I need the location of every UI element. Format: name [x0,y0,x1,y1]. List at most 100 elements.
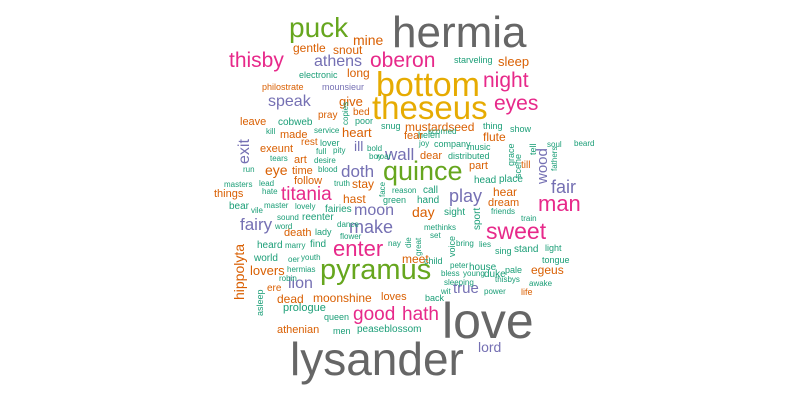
cloud-word-fairies: fairies [325,204,352,215]
cloud-word-made: made [280,129,308,141]
cloud-word-blood: blood [318,165,338,174]
cloud-word-beard: beard [574,139,595,148]
cloud-word-dead: dead [277,292,304,306]
cloud-word-moon: moon [354,202,395,219]
cloud-word-mounsieur: mounsieur [322,82,365,92]
cloud-word-mine: mine [353,32,384,48]
cloud-word-play: play [449,186,483,206]
cloud-word-lovely: lovely [295,202,316,211]
cloud-word-lies: lies [479,240,492,249]
cloud-word-hermias: hermias [287,265,316,274]
cloud-word-time: time [292,165,313,177]
cloud-word-power: power [484,287,506,296]
cloud-word-dance: dance [337,220,359,229]
cloud-word-head: head [474,175,497,186]
cloud-word-master: master [264,201,289,210]
cloud-word-fairy: fairy [240,215,273,234]
cloud-word-roar: roar [377,152,392,161]
cloud-word-youth: youth [301,253,321,262]
cloud-word-death: death [284,227,312,239]
cloud-word-oberon: oberon [370,49,436,72]
cloud-word-wall: wall [385,145,415,164]
cloud-word-snug: snug [381,121,401,131]
cloud-word-distributed: distributed [448,151,490,161]
cloud-word-hand: hand [417,195,440,206]
cloud-word-music: music [467,142,491,152]
cloud-word-service: service [314,126,340,135]
cloud-word-grace: grace [506,143,516,166]
cloud-word-child: child [424,256,443,266]
cloud-word-helen: helen [418,130,441,140]
cloud-word-sleep: sleep [498,54,530,69]
cloud-word-thisbys: thisbys [495,275,520,284]
cloud-word-world: world [254,253,278,264]
cloud-word-hear: hear [493,185,518,199]
cloud-word-pray: pray [318,110,338,121]
cloud-word-hermia: hermia [392,8,527,57]
cloud-word-bear: bear [229,201,250,212]
cloud-word-sight: sight [444,207,466,218]
cloud-word-sing: sing [495,246,512,256]
cloud-word-night: night [483,69,529,92]
cloud-word-pyramus: pyramus [320,254,432,286]
cloud-word-bless: bless [441,269,460,278]
cloud-word-robin: robin [279,274,297,283]
cloud-word-till: till [521,160,531,171]
cloud-word-puck: puck [289,12,349,43]
cloud-word-ere: ere [267,283,282,294]
cloud-word-moonshine: moonshine [313,291,372,305]
cloud-word-sound: sound [277,213,299,222]
cloud-word-marry: marry [285,241,306,250]
cloud-word-things: things [214,188,244,200]
cloud-word-call: call [423,185,439,196]
cloud-word-sleeping: sleeping [444,278,474,287]
cloud-word-kill: kill [266,127,276,136]
cloud-word-queen: queen [324,312,350,322]
cloud-word-lady: lady [315,227,332,237]
cloud-word-speak: speak [268,93,311,110]
cloud-word-tell: tell [528,143,538,155]
cloud-word-wit: wit [441,287,451,296]
cloud-word-flower: flower [340,232,362,241]
cloud-word-long: long [347,66,370,80]
cloud-word-eye: eye [265,162,288,178]
cloud-word-full: full [316,147,327,156]
cloud-word-starveling: starveling [454,55,493,65]
cloud-word-duke: duke [484,269,506,280]
cloud-word-hate: hate [262,187,278,196]
cloud-word-fair: fair [551,177,577,197]
cloud-word-truth: truth [334,179,351,188]
cloud-word-tears: tears [270,154,288,163]
cloud-word-green: green [383,195,407,205]
cloud-word-desire: desire [314,156,336,165]
cloud-word-bold: bold [367,144,383,153]
cloud-word-vile: vile [251,206,264,215]
cloud-word-peaseblossom: peaseblossom [357,324,422,335]
cloud-word-loves: loves [381,291,407,303]
cloud-word-heard: heard [257,240,283,251]
cloud-word-train: train [521,214,537,223]
cloud-word-run: run [243,165,255,174]
cloud-word-asleep: asleep [255,289,265,316]
cloud-word-titania: titania [281,184,332,205]
cloud-word-methinks: methinks [424,223,457,232]
cloud-word-give: give [339,94,363,109]
cloud-word-day: day [412,204,435,220]
cloud-word-pity: pity [333,146,346,155]
cloud-word-stand: stand [514,244,539,255]
cloud-word-set: set [430,231,441,240]
cloud-word-good: good [353,304,396,325]
cloud-word-bring: bring [456,239,474,248]
cloud-word-awake: awake [529,279,553,288]
cloud-word-word: word [275,222,293,231]
cloud-word-die: die [404,237,413,248]
cloud-word-lovers: lovers [250,263,285,278]
cloud-word-light: light [545,243,562,253]
cloud-word-flute: flute [483,130,506,144]
cloud-word-meet: meet [402,252,429,266]
cloud-word-exeunt: exeunt [260,143,294,155]
cloud-word-snout: snout [333,43,363,57]
cloud-word-lord: lord [478,339,502,355]
cloud-word-dream: dream [488,197,520,209]
cloud-word-athens: athens [314,53,363,70]
